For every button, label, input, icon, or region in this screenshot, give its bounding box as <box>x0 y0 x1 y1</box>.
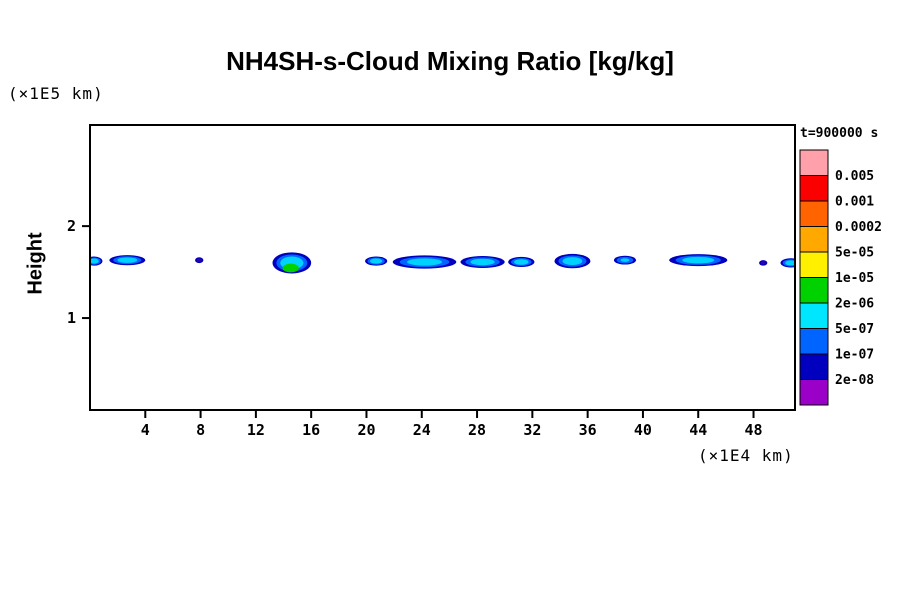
x-tick-label: 20 <box>357 421 375 439</box>
chart-title: NH4SH-s-Cloud Mixing Ratio [kg/kg] <box>226 46 674 76</box>
y-tick-label: 1 <box>67 309 76 327</box>
cloud-blob-layer <box>282 263 299 273</box>
colorbar-box <box>799 251 829 278</box>
colorbar-level-label: 5e-05 <box>835 246 874 261</box>
colorbar-box <box>799 175 829 202</box>
cloud-blob-layer <box>682 256 715 264</box>
cloud-field <box>90 252 795 274</box>
colorbar-box <box>799 149 829 176</box>
x-tick-label: 24 <box>413 421 431 439</box>
colorbar-level-label: 0.001 <box>835 195 874 210</box>
cloud-blob-layer <box>407 258 443 266</box>
colorbar-level-label: 2e-06 <box>835 297 874 312</box>
colorbar-box <box>799 226 829 253</box>
colorbar-level-label: 5e-07 <box>835 322 874 337</box>
colorbar-box <box>799 302 829 329</box>
cloud-blob-layer <box>370 258 383 264</box>
y-axis-unit-label: (×1E5 km) <box>8 84 104 103</box>
colorbar-box <box>799 379 829 406</box>
cloud-blob-layer <box>760 261 766 265</box>
x-tick-label: 36 <box>579 421 597 439</box>
x-tick-label: 32 <box>523 421 541 439</box>
x-tick-label: 40 <box>634 421 652 439</box>
colorbar-box <box>799 353 829 380</box>
legend-title: t=900000 s <box>800 126 879 141</box>
x-tick-label: 28 <box>468 421 486 439</box>
x-tick-label: 48 <box>744 421 762 439</box>
colorbar-box <box>799 277 829 304</box>
cloud-blob-layer <box>470 258 495 266</box>
cloud-blob-layer <box>620 258 630 262</box>
colorbar-level-label: 1e-05 <box>835 271 874 286</box>
x-tick-label: 16 <box>302 421 320 439</box>
colorbar-level-label: 2e-08 <box>835 373 874 388</box>
x-tick-label: 4 <box>141 421 150 439</box>
colorbar-box <box>799 328 829 355</box>
x-tick-label: 12 <box>247 421 265 439</box>
x-axis-unit-label: (×1E4 km) <box>698 446 794 465</box>
cloud-blob-layer <box>785 260 795 266</box>
plot-border <box>89 124 796 411</box>
x-tick-label: 44 <box>689 421 707 439</box>
colorbar-box <box>799 200 829 227</box>
cloud-blob-layer <box>90 258 99 264</box>
y-tick-label: 2 <box>67 217 76 235</box>
colorbar-level-label: 0.005 <box>835 169 874 184</box>
cloud-blob-layer <box>562 257 583 266</box>
cloud-blob-layer <box>196 258 202 262</box>
x-tick-label: 8 <box>196 421 205 439</box>
cloud-blob-layer <box>117 257 138 263</box>
colorbar-level-label: 0.0002 <box>835 220 882 235</box>
cloud-blob-layer <box>514 259 529 265</box>
colorbar-level-label: 1e-07 <box>835 348 874 363</box>
